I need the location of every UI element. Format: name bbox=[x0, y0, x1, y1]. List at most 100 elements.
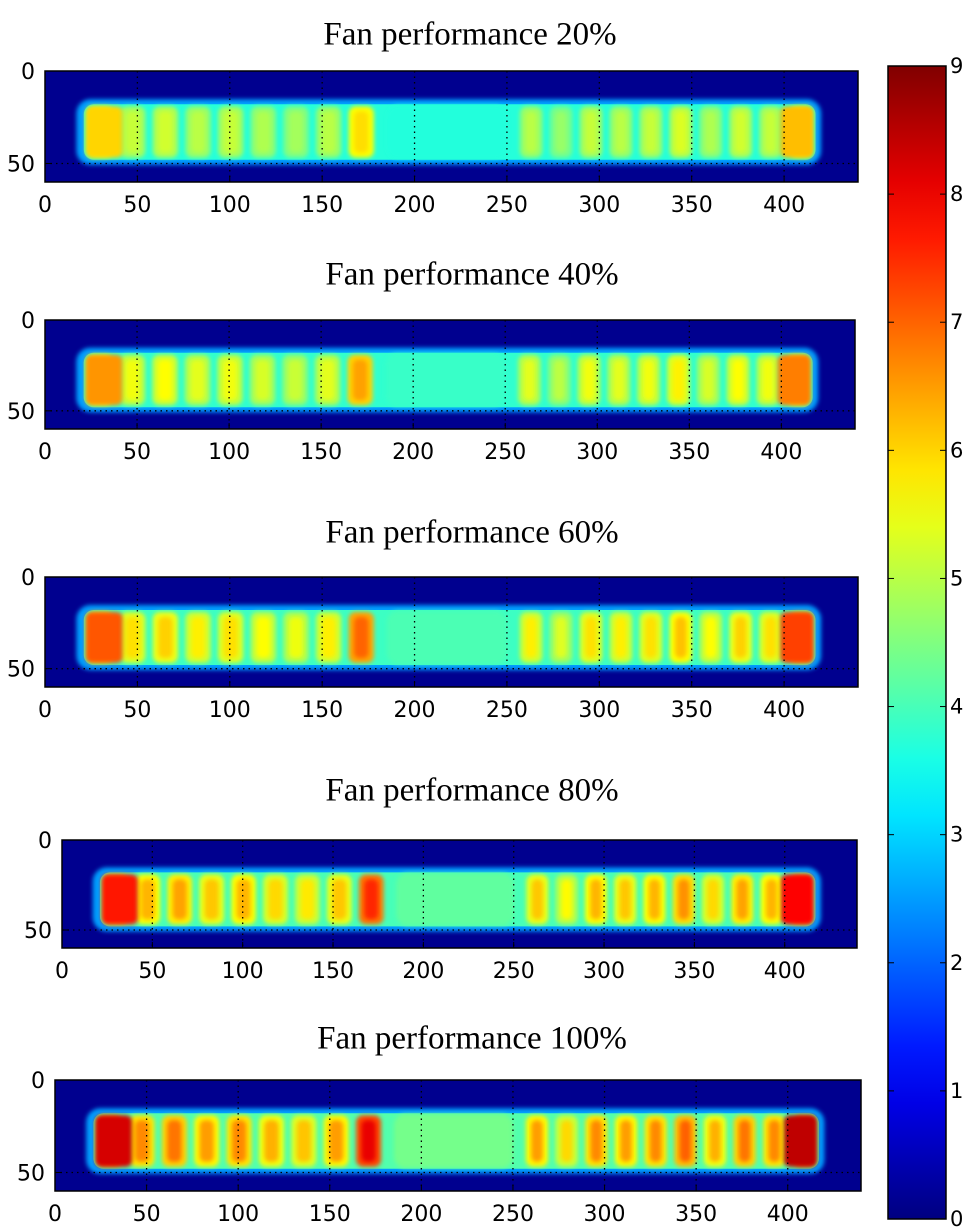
x-tick-label: 200 bbox=[392, 440, 434, 465]
x-tick-label: 0 bbox=[38, 193, 52, 218]
x-tick-label: 100 bbox=[217, 1202, 259, 1227]
heatmap-cell-core bbox=[125, 617, 140, 658]
axes-frame bbox=[44, 319, 856, 430]
heatmap-cell-core bbox=[190, 617, 206, 658]
y-tick-label: 0 bbox=[21, 60, 35, 85]
heatmap-cell-core bbox=[709, 1120, 721, 1162]
x-tick-label: 400 bbox=[760, 440, 802, 465]
y-tick-label: 50 bbox=[24, 919, 52, 944]
heatmap-cell-core bbox=[734, 111, 747, 153]
x-tick-label: 100 bbox=[222, 959, 264, 984]
heatmap-cell-core bbox=[531, 879, 543, 920]
heatmap-cell-core bbox=[590, 1120, 602, 1162]
x-tick-label: 350 bbox=[673, 959, 715, 984]
x-tick-label: 150 bbox=[309, 1202, 351, 1227]
heatmap-cell-core bbox=[555, 111, 567, 153]
y-tick-label: 0 bbox=[38, 829, 52, 854]
heatmap-cell-core bbox=[364, 879, 379, 920]
heatmap-cell-core bbox=[134, 1120, 150, 1162]
x-tick-label: 100 bbox=[209, 193, 251, 218]
x-tick-label: 300 bbox=[578, 698, 620, 723]
heatmap-pool bbox=[396, 873, 514, 926]
axes-frame bbox=[54, 1079, 862, 1192]
heatmap-cell-core bbox=[555, 617, 567, 658]
y-tick-label: 0 bbox=[31, 1069, 45, 1094]
heatmap-cell-core bbox=[256, 111, 271, 153]
heatmap-cell-core bbox=[255, 359, 270, 401]
axes-frame bbox=[44, 576, 859, 688]
colorbar-tick-label: 4 bbox=[950, 695, 963, 719]
heatmap-end-right bbox=[780, 106, 814, 158]
heatmap-cell-core bbox=[585, 617, 597, 658]
heatmap-panel-5: Fan performance 100%0 50 100 150 200 250 300 35… bbox=[17, 1021, 862, 1227]
x-tick-label: 150 bbox=[300, 440, 342, 465]
x-tick-label: 50 bbox=[138, 959, 166, 984]
heatmap-cell-core bbox=[561, 879, 573, 920]
heatmap-end-left bbox=[85, 612, 123, 663]
x-tick-label: 200 bbox=[402, 959, 444, 984]
x-tick-label: 250 bbox=[493, 959, 535, 984]
heatmap-cell-core bbox=[560, 1120, 573, 1162]
colorbar-tick-label: 0 bbox=[950, 1207, 963, 1230]
heatmap-panel-4: Fan performance 80%0 50 100 150 200 250 300 350… bbox=[24, 773, 858, 984]
x-tick-label: 200 bbox=[394, 193, 436, 218]
heatmap-end-left bbox=[85, 106, 123, 158]
heatmap-pool bbox=[386, 611, 507, 664]
heatmap-cell-core bbox=[523, 359, 536, 401]
heatmap-cell-core bbox=[762, 359, 774, 401]
heatmap-cell-core bbox=[739, 1120, 751, 1162]
x-tick-label: 400 bbox=[763, 698, 805, 723]
colorbar-tick-label: 5 bbox=[950, 566, 963, 590]
heatmap-panel-2: Fan performance 40%0 50 100 150 200 250 300 350… bbox=[7, 257, 856, 465]
colorbar-tick-label: 6 bbox=[950, 438, 963, 462]
heatmap-pool bbox=[393, 1114, 513, 1168]
x-tick-label: 350 bbox=[668, 440, 710, 465]
heatmap-cell-core bbox=[140, 879, 155, 920]
heatmap-field bbox=[76, 347, 819, 413]
x-tick-label: 50 bbox=[133, 1202, 161, 1227]
x-tick-label: 250 bbox=[486, 193, 528, 218]
x-tick-label: 350 bbox=[675, 1202, 717, 1227]
heatmap-cell-core bbox=[332, 879, 347, 920]
y-tick-label: 50 bbox=[7, 400, 35, 425]
heatmap-cell-core bbox=[236, 879, 251, 920]
heatmap-cell-core bbox=[645, 111, 657, 153]
y-tick-label: 0 bbox=[21, 309, 35, 334]
heatmap-cell-core bbox=[649, 1120, 662, 1162]
colorbar-gradient bbox=[887, 65, 947, 1220]
heatmap-cell-core bbox=[158, 111, 173, 153]
heatmap-cell-core bbox=[222, 359, 238, 401]
heatmap-cell-core bbox=[645, 617, 657, 658]
heatmap-cell-core bbox=[705, 111, 717, 153]
heatmap-cell-core bbox=[167, 1120, 182, 1162]
heatmap-cell-core bbox=[190, 359, 205, 401]
heatmap-end-right bbox=[777, 354, 811, 406]
heatmap-cell-core bbox=[320, 359, 335, 401]
heatmap-cell-core bbox=[288, 111, 304, 153]
heatmap-cell-core bbox=[296, 1120, 311, 1162]
heatmap-cell-core bbox=[223, 111, 238, 153]
heatmap-cell-core bbox=[264, 1120, 279, 1162]
heatmap-pool bbox=[386, 105, 507, 159]
heatmap-panel-3: Fan performance 60%0 50 100 150 200 250 300 350… bbox=[7, 515, 859, 723]
heatmap-cell-core bbox=[672, 359, 685, 401]
y-tick-label: 0 bbox=[21, 566, 35, 591]
heatmap-end-right bbox=[781, 874, 814, 925]
x-tick-label: 100 bbox=[209, 698, 251, 723]
heatmap-cell-core bbox=[157, 359, 173, 401]
heatmap-cell-core bbox=[583, 359, 595, 401]
heatmap-end-left bbox=[85, 354, 123, 406]
heatmap-cell-core bbox=[256, 617, 271, 658]
heatmap-cell-core bbox=[702, 359, 714, 401]
x-tick-label: 100 bbox=[208, 440, 250, 465]
x-tick-label: 50 bbox=[123, 698, 151, 723]
x-tick-label: 50 bbox=[123, 193, 151, 218]
heatmap-cell-core bbox=[531, 1120, 543, 1162]
heatmap-cell-core bbox=[732, 359, 744, 401]
heatmap-cell-core bbox=[190, 111, 206, 153]
x-tick-label: 150 bbox=[301, 698, 343, 723]
heatmap-cell-core bbox=[675, 617, 687, 658]
x-tick-label: 250 bbox=[484, 440, 526, 465]
x-tick-label: 0 bbox=[55, 959, 69, 984]
heatmap-cell-core bbox=[705, 617, 717, 658]
